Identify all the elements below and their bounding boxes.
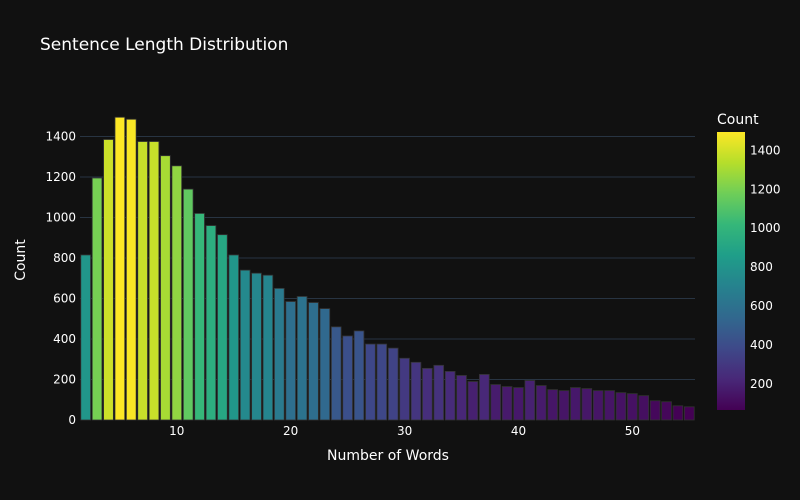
bar: [80, 254, 91, 421]
bar: [490, 384, 501, 421]
bar: [501, 386, 513, 421]
bar: [160, 155, 171, 421]
bar: [547, 389, 558, 421]
bar: [274, 287, 285, 421]
bar: [114, 116, 126, 421]
bar: [661, 401, 672, 421]
colorbar-tick-label: 800: [750, 260, 773, 274]
bar: [387, 347, 399, 421]
bar: [433, 364, 445, 421]
x-axis-title: Number of Words: [327, 448, 449, 464]
bar: [467, 381, 479, 421]
colorbar-tick-label: 1000: [750, 221, 781, 235]
bar: [91, 177, 103, 421]
y-tick-label: 1200: [45, 170, 76, 184]
bar: [308, 302, 319, 421]
bar: [649, 400, 661, 421]
bar: [615, 392, 627, 421]
bar: [137, 141, 148, 421]
bar: [399, 357, 410, 421]
bar: [342, 335, 353, 421]
bar: [296, 296, 308, 421]
x-tick-label: 20: [283, 424, 298, 438]
bar: [410, 361, 422, 421]
x-tick-label: 40: [511, 424, 526, 438]
bar: [228, 254, 240, 421]
bar: [479, 374, 490, 421]
x-tick-label: 10: [169, 424, 184, 438]
bar: [103, 139, 114, 421]
colorbar-tick-label: 1400: [750, 143, 781, 157]
bar: [444, 370, 456, 421]
bar: [239, 269, 251, 421]
chart-title: Sentence Length Distribution: [40, 35, 288, 55]
bar: [194, 213, 205, 421]
bar: [319, 308, 331, 421]
x-axis-ticks: 10 20 30 40 50: [169, 424, 640, 438]
bar: [627, 393, 638, 421]
bar: [638, 395, 650, 421]
colorbar-tick-label: 1200: [750, 182, 781, 196]
bar: [581, 388, 593, 421]
y-tick-label: 200: [53, 372, 76, 386]
bar: [148, 141, 160, 421]
bar: [251, 272, 262, 421]
bar: [513, 387, 524, 421]
bar: [353, 330, 365, 421]
bar: [422, 367, 433, 421]
colorbar: Count 200 400 600 800 1000 1200 1400: [717, 112, 781, 410]
colorbar-gradient: [717, 132, 745, 410]
y-tick-label: 400: [53, 332, 76, 346]
bar: [376, 343, 388, 421]
y-tick-label: 800: [53, 251, 76, 265]
bar: [285, 301, 296, 421]
bar: [365, 343, 376, 421]
y-tick-label: 1400: [45, 129, 76, 143]
gridlines: [80, 135, 695, 380]
y-tick-label: 1000: [45, 210, 76, 224]
bar: [205, 225, 217, 421]
colorbar-tick-label: 200: [750, 377, 773, 391]
bar: [125, 118, 137, 421]
y-tick-label: 0: [68, 413, 76, 427]
y-axis-ticks: 0 200 400 600 800 1000 1200 1400: [45, 129, 76, 427]
bar: [570, 387, 581, 421]
x-tick-label: 30: [397, 424, 412, 438]
y-axis-title: Count: [13, 239, 29, 281]
colorbar-title: Count: [717, 112, 759, 128]
bar: [456, 375, 467, 421]
bar: [684, 406, 695, 421]
y-tick-label: 600: [53, 291, 76, 305]
bar: [262, 274, 274, 421]
colorbar-tick-label: 400: [750, 338, 773, 352]
bar: [672, 405, 684, 421]
bar: [558, 390, 570, 421]
bar: [330, 326, 342, 421]
x-tick-label: 50: [625, 424, 640, 438]
bars: [80, 116, 695, 421]
bar: [592, 390, 604, 421]
bar: [535, 385, 547, 421]
colorbar-tick-label: 600: [750, 299, 773, 313]
colorbar-ticks: 200 400 600 800 1000 1200 1400: [750, 143, 781, 390]
bar: [171, 165, 183, 421]
bar: [182, 188, 194, 421]
bar: [604, 390, 615, 421]
bar: [524, 380, 536, 421]
bar: [217, 234, 228, 421]
